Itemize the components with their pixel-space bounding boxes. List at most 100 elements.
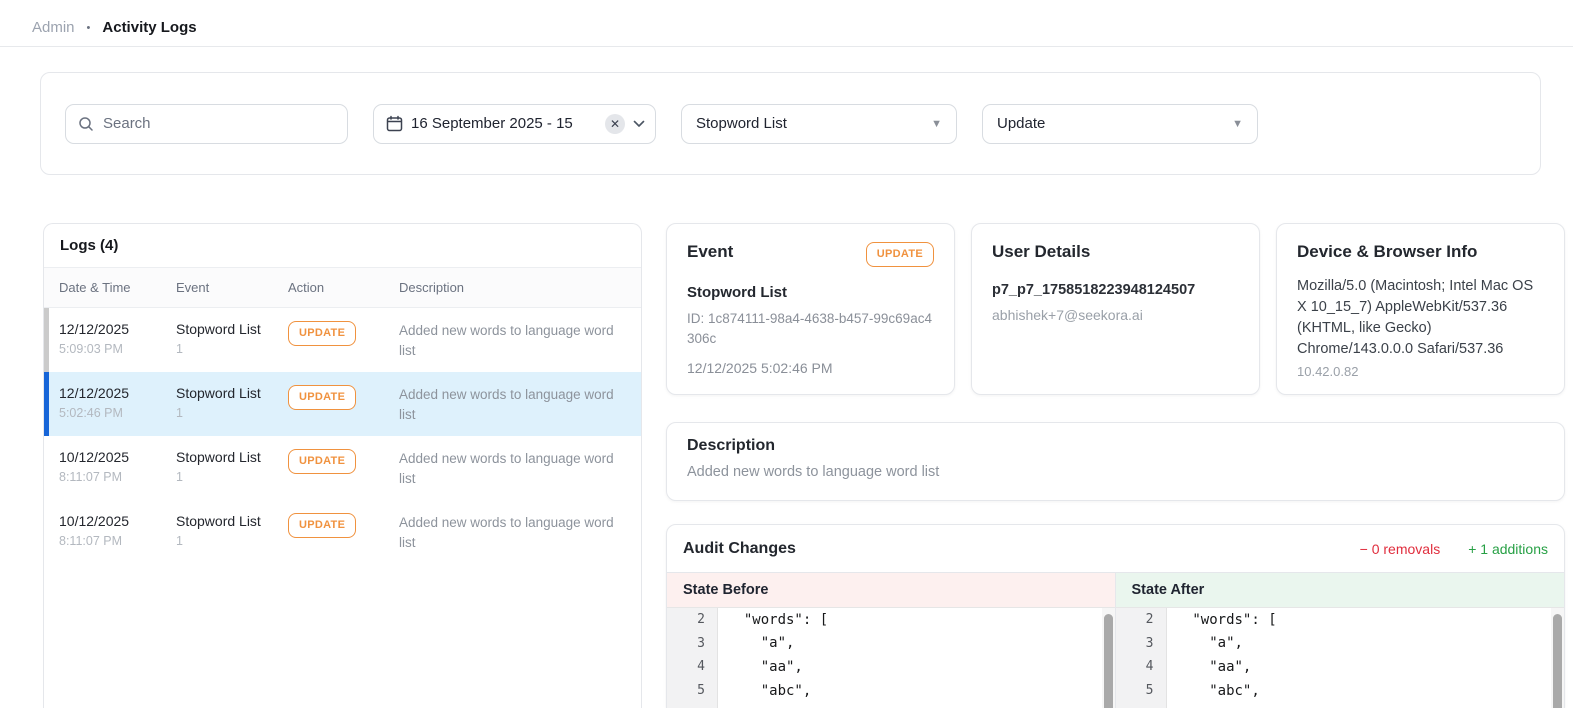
log-date: 10/12/2025 bbox=[59, 513, 130, 529]
audit-header: Audit Changes − 0 removals + 1 additions bbox=[667, 525, 1564, 572]
log-event: Stopword List bbox=[176, 449, 261, 465]
log-event: Stopword List bbox=[176, 321, 261, 337]
code-line: "a", bbox=[1175, 635, 1243, 652]
line-number: 2 bbox=[697, 612, 705, 628]
log-time: 8:11:07 PM bbox=[59, 470, 123, 484]
breadcrumb-item-current: Activity Logs bbox=[102, 19, 197, 36]
state-after-code[interactable]: 2 "words": [ 3 "a", 4 "aa", 5 "abc", bbox=[1115, 608, 1564, 708]
before-code-scrollbar[interactable] bbox=[1101, 608, 1115, 708]
action-badge: UPDATE bbox=[288, 449, 357, 474]
log-event: Stopword List bbox=[176, 513, 261, 529]
breadcrumb-separator: • bbox=[86, 21, 91, 34]
diff-view: State Before 2 "words": [ 3 "a", 4 "aa",… bbox=[667, 572, 1564, 708]
state-before-code[interactable]: 2 "words": [ 3 "a", 4 "aa", 5 "abc", bbox=[667, 608, 1115, 708]
column-header-description: Description bbox=[399, 280, 465, 295]
line-number: 3 bbox=[697, 635, 705, 651]
log-event-sub: 1 bbox=[176, 534, 183, 548]
log-time: 5:02:46 PM bbox=[59, 406, 123, 420]
device-info-title: Device & Browser Info bbox=[1297, 242, 1478, 261]
event-name: Stopword List bbox=[687, 284, 787, 301]
dropdown-arrow-icon: ▼ bbox=[931, 117, 942, 130]
code-line: "aa", bbox=[1175, 658, 1252, 675]
action-type-select[interactable]: Update ▼ bbox=[982, 103, 1258, 144]
clear-date-icon[interactable]: ✕ bbox=[605, 113, 625, 134]
log-description: Added new words to language word list bbox=[399, 451, 614, 487]
event-card: Event UPDATE Stopword List ID: 1c874111-… bbox=[666, 223, 955, 395]
log-time: 8:11:07 PM bbox=[59, 534, 123, 548]
ip-address: 10.42.0.82 bbox=[1297, 364, 1359, 380]
line-number: 5 bbox=[1145, 683, 1154, 699]
log-description: Added new words to language word list bbox=[399, 515, 614, 551]
logs-panel-title: Logs (4) bbox=[44, 224, 641, 268]
action-badge: UPDATE bbox=[288, 321, 357, 346]
log-row[interactable]: 10/12/2025 8:11:07 PM Stopword List 1 UPDA… bbox=[44, 500, 641, 564]
log-date: 12/12/2025 bbox=[59, 385, 130, 401]
log-date: 12/12/2025 bbox=[59, 321, 130, 337]
date-range-value: 16 September 2025 - 15 bbox=[411, 115, 573, 132]
event-type-select[interactable]: Stopword List ▼ bbox=[681, 103, 957, 144]
breadcrumb-item-admin[interactable]: Admin bbox=[32, 19, 75, 36]
header-divider bbox=[0, 46, 1573, 47]
event-id: ID: 1c874111-98a4-4638-b457-99c69ac4306c bbox=[687, 309, 934, 348]
column-header-event: Event bbox=[176, 280, 210, 295]
code-line: "abc", bbox=[1175, 682, 1260, 699]
code-line: "aa", bbox=[727, 658, 803, 675]
logs-panel: Logs (4) Date & Time Event Action Descri… bbox=[43, 223, 642, 708]
description-title: Description bbox=[687, 437, 776, 454]
audit-stats: − 0 removals + 1 additions bbox=[1360, 541, 1548, 557]
calendar-icon bbox=[386, 115, 403, 132]
before-code-scrollbar-thumb[interactable] bbox=[1103, 614, 1113, 708]
search-box[interactable] bbox=[65, 103, 348, 144]
after-code-scrollbar[interactable] bbox=[1551, 608, 1564, 708]
line-number: 5 bbox=[697, 683, 705, 699]
state-after-panel: State After 2 "words": [ 3 "a", 4 "aa", … bbox=[1115, 573, 1564, 708]
log-date: 10/12/2025 bbox=[59, 449, 130, 465]
search-icon bbox=[78, 116, 94, 132]
line-number: 2 bbox=[1145, 612, 1154, 628]
summary-cards-row: Event UPDATE Stopword List ID: 1c874111-… bbox=[666, 223, 1565, 395]
after-code-scrollbar-thumb[interactable] bbox=[1553, 614, 1562, 708]
code-line: "words": [ bbox=[727, 611, 829, 628]
column-header-action: Action bbox=[288, 280, 325, 295]
log-event-sub: 1 bbox=[176, 406, 183, 420]
line-number: 4 bbox=[697, 659, 705, 675]
search-input[interactable] bbox=[103, 115, 335, 132]
action-type-value: Update bbox=[997, 115, 1046, 132]
additions-count: + 1 additions bbox=[1468, 541, 1548, 557]
event-id-value: 1c874111-98a4-4638-b457-99c69ac4306c bbox=[687, 311, 932, 346]
filter-bar: 16 September 2025 - 15 ✕ Stopword List ▼… bbox=[40, 72, 1541, 175]
chevron-down-icon[interactable] bbox=[633, 120, 645, 128]
column-header-date: Date & Time bbox=[59, 280, 131, 295]
user-agent-text: Mozilla/5.0 (Macintosh; Intel Mac OS X 1… bbox=[1297, 278, 1534, 358]
user-details-title: User Details bbox=[992, 242, 1091, 261]
log-row-selected[interactable]: 12/12/2025 5:02:46 PM Stopword List 1 UPDA… bbox=[44, 372, 641, 436]
code-line: "words": [ bbox=[1175, 611, 1277, 628]
breadcrumb: Admin • Activity Logs bbox=[0, 0, 1573, 46]
action-badge: UPDATE bbox=[288, 385, 357, 410]
event-id-label: ID: bbox=[687, 311, 705, 326]
log-description: Added new words to language word list bbox=[399, 323, 614, 359]
date-range-picker[interactable]: 16 September 2025 - 15 ✕ bbox=[373, 103, 656, 144]
state-before-title: State Before bbox=[667, 573, 1115, 608]
user-details-card: User Details p7_p7_1758518223948124507 a… bbox=[971, 223, 1260, 395]
log-event-sub: 1 bbox=[176, 342, 183, 356]
log-row[interactable]: 12/12/2025 5:09:03 PM Stopword List 1 UPDA… bbox=[44, 308, 641, 372]
logs-table-body: 12/12/2025 5:09:03 PM Stopword List 1 UPDA… bbox=[44, 308, 641, 564]
logs-table-header: Date & Time Event Action Description bbox=[44, 268, 641, 308]
log-description: Added new words to language word list bbox=[399, 387, 614, 423]
action-badge: UPDATE bbox=[288, 513, 357, 538]
audit-changes-card: Audit Changes − 0 removals + 1 additions… bbox=[666, 524, 1565, 708]
removals-count: − 0 removals bbox=[1359, 541, 1441, 557]
audit-title: Audit Changes bbox=[683, 540, 796, 557]
dropdown-arrow-icon: ▼ bbox=[1232, 117, 1243, 130]
log-event-sub: 1 bbox=[176, 470, 183, 484]
event-action-badge: UPDATE bbox=[865, 242, 934, 267]
log-event: Stopword List bbox=[176, 385, 261, 401]
event-timestamp: 12/12/2025 5:02:46 PM bbox=[687, 360, 833, 377]
device-info-card: Device & Browser Info Mozilla/5.0 (Macin… bbox=[1276, 223, 1565, 395]
user-name: p7_p7_1758518223948124507 bbox=[992, 282, 1196, 298]
code-line: "abc", bbox=[727, 682, 812, 699]
log-row[interactable]: 10/12/2025 8:11:07 PM Stopword List 1 UPDA… bbox=[44, 436, 641, 500]
description-card: Description Added new words to language … bbox=[666, 422, 1565, 501]
